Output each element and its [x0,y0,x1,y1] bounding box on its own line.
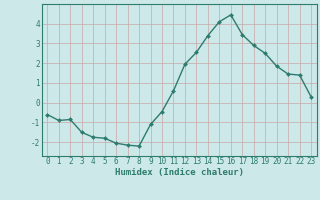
X-axis label: Humidex (Indice chaleur): Humidex (Indice chaleur) [115,168,244,177]
